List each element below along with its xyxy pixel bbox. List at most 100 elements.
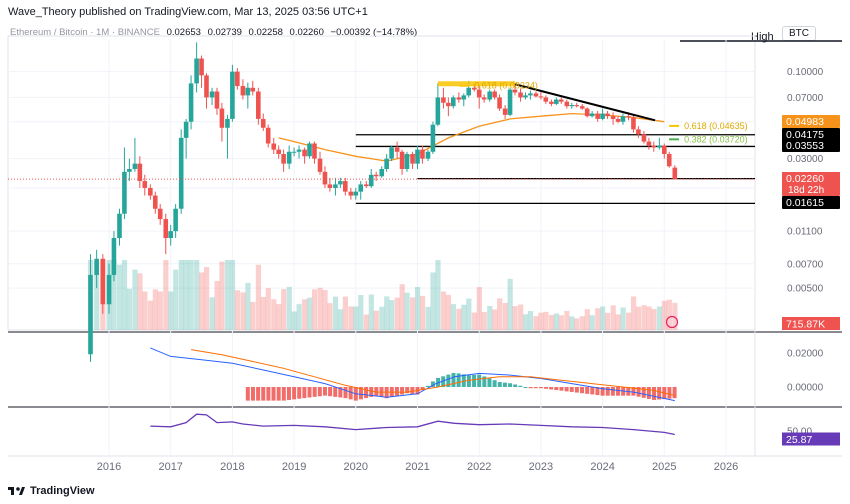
- candle-body: [379, 168, 385, 177]
- volume-series: [87, 260, 678, 330]
- macd-hist-bar: [405, 387, 410, 394]
- price-axis-label: 0.04175: [786, 129, 824, 141]
- candle-body: [425, 151, 431, 159]
- volume-bar: [564, 310, 570, 330]
- volume-bar: [342, 296, 349, 330]
- volume-bar: [373, 310, 379, 330]
- candle-body: [646, 141, 652, 146]
- macd-hist-bar: [317, 387, 322, 397]
- price-axis-label: 0.02260: [786, 173, 824, 185]
- volume-bar: [456, 308, 462, 330]
- volume-bar: [173, 269, 179, 330]
- volume-bar: [250, 301, 256, 330]
- candle-body: [245, 87, 251, 96]
- candle-body: [271, 143, 277, 150]
- macd-tick-label: 0.02000: [787, 349, 824, 360]
- macd-hist-bar: [538, 387, 543, 389]
- symbol-name[interactable]: Ethereum / Bitcoin · 1M · BINANCE: [10, 27, 160, 38]
- price-tick-label: 0.03000: [787, 154, 824, 165]
- candle-body: [240, 86, 246, 96]
- candle-body: [558, 99, 564, 102]
- macd-hist-bar: [513, 384, 518, 387]
- macd-hist-bar: [590, 387, 595, 395]
- volume-bar: [234, 290, 241, 330]
- price-axis-label: 0.03553: [786, 140, 824, 152]
- candle-body: [384, 158, 389, 169]
- chart-legend: Ethereum / Bitcoin · 1M · BINANCE 0.0265…: [10, 27, 417, 38]
- volume-bar: [126, 288, 133, 330]
- candle-body: [358, 184, 364, 192]
- volume-bar: [302, 299, 308, 330]
- tradingview-footer: TradingView: [8, 485, 95, 497]
- price-countdown: 18d 22h: [788, 185, 824, 196]
- volume-bar: [178, 260, 184, 330]
- volume-bar: [188, 260, 194, 330]
- legend-close: 0.02260: [289, 27, 324, 38]
- macd-hist-bar: [605, 387, 610, 396]
- candle-body: [481, 97, 487, 100]
- volume-bar: [610, 305, 616, 330]
- volume-bar: [337, 309, 344, 330]
- volume-bar: [116, 264, 123, 330]
- volume-bar: [183, 260, 189, 330]
- volume-bar: [224, 260, 231, 330]
- volume-bar: [132, 269, 138, 330]
- volume-bar: [276, 304, 282, 330]
- price-tick-label: 0.00700: [787, 259, 824, 270]
- volume-bar: [527, 311, 534, 330]
- candle-body: [127, 168, 132, 172]
- volume-bar: [137, 273, 143, 330]
- macd-hist-bar: [641, 387, 646, 398]
- volume-bar: [142, 291, 148, 330]
- macd-hist-bar: [328, 387, 333, 397]
- macd-hist-bar: [364, 387, 369, 399]
- macd-hist-bar: [636, 387, 641, 397]
- volume-bar: [379, 306, 385, 330]
- volume-bar: [487, 305, 493, 330]
- candle-body: [265, 127, 271, 144]
- price-axis-label-bg: [782, 172, 840, 196]
- macd-hist-bar: [667, 387, 672, 399]
- macd-hist-bar: [307, 387, 312, 398]
- price-tick-label: 0.00500: [787, 284, 824, 295]
- macd-histogram: [245, 372, 677, 401]
- macd-hist-bar: [456, 373, 461, 387]
- volume-bar: [94, 262, 100, 330]
- tradingview-logo-icon: [8, 487, 25, 495]
- candle-body: [343, 181, 348, 192]
- macd-hist-bar: [528, 387, 533, 389]
- volume-bar: [260, 297, 266, 330]
- volume-bar: [548, 314, 555, 330]
- macd-tick-label: 0.00000: [787, 383, 824, 394]
- candle-body: [106, 274, 112, 305]
- volume-bar: [574, 318, 580, 330]
- candle-body: [281, 153, 286, 164]
- macd-hist-bar: [343, 387, 348, 399]
- candle-body: [672, 167, 678, 180]
- macd-hist-bar: [508, 383, 513, 387]
- candle-body: [538, 96, 544, 98]
- volume-bar: [291, 311, 297, 330]
- candle-body: [569, 105, 575, 107]
- volume-bar: [635, 306, 642, 330]
- candle-body: [615, 118, 621, 122]
- candle-body: [194, 58, 199, 84]
- candle-body: [518, 92, 523, 98]
- candle-body: [256, 91, 261, 119]
- candle-body: [204, 75, 209, 98]
- candle-body: [626, 116, 631, 118]
- candle-body: [657, 145, 662, 148]
- legend-low: 0.02258: [248, 27, 283, 38]
- volume-bar: [471, 312, 477, 330]
- volume-bar: [348, 306, 354, 330]
- candle-body: [456, 97, 462, 100]
- volume-bar: [307, 297, 313, 330]
- volume-bar: [322, 289, 328, 330]
- time-tick-label: 2018: [220, 461, 244, 473]
- candle-body: [610, 116, 616, 119]
- volume-bar: [440, 291, 447, 330]
- macd-hist-bar: [312, 387, 317, 397]
- candle-body: [605, 113, 610, 117]
- volume-bar: [579, 316, 585, 330]
